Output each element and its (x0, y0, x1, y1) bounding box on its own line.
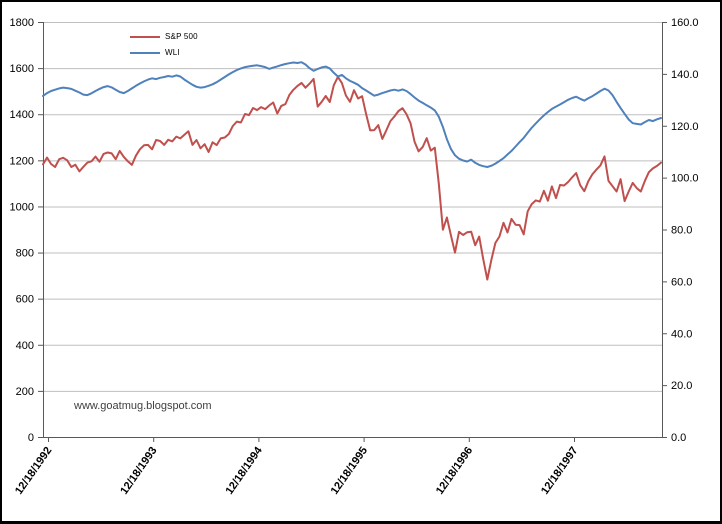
svg-text:80.0: 80.0 (671, 225, 692, 237)
legend-label-sp500: S&P 500 (165, 32, 198, 41)
legend: S&P 500 WLI (130, 32, 198, 57)
svg-text:0: 0 (28, 432, 34, 444)
right-axis-tick-labels: 160.0 140.0 120.0 100.0 80.0 60.0 40.0 20.0 0.0 (671, 17, 699, 444)
svg-text:120.0: 120.0 (671, 121, 699, 133)
svg-text:1600: 1600 (10, 63, 34, 75)
legend-label-wli: WLI (165, 48, 180, 57)
svg-text:12/18/1996: 12/18/1996 (434, 445, 475, 497)
svg-text:140.0: 140.0 (671, 69, 699, 81)
svg-text:1400: 1400 (10, 109, 34, 121)
svg-text:600: 600 (16, 294, 34, 306)
watermark-text: www.goatmug.blogspot.com (74, 400, 212, 412)
svg-text:200: 200 (16, 386, 34, 398)
svg-text:800: 800 (16, 248, 34, 260)
gridlines (43, 22, 662, 392)
svg-text:12/18/1993: 12/18/1993 (118, 445, 159, 497)
legend-item-wli: WLI (130, 48, 198, 57)
svg-text:12/18/1997: 12/18/1997 (539, 445, 580, 497)
svg-text:1200: 1200 (10, 155, 34, 167)
legend-line-swatch-wli (130, 51, 160, 54)
svg-text:20.0: 20.0 (671, 380, 692, 392)
svg-text:400: 400 (16, 340, 34, 352)
svg-text:12/18/1995: 12/18/1995 (329, 445, 370, 497)
svg-text:0.0: 0.0 (671, 432, 686, 444)
legend-line-swatch-sp500 (130, 35, 160, 38)
series-line-sp500 (42, 75, 662, 281)
svg-text:1800: 1800 (10, 17, 34, 29)
svg-text:160.0: 160.0 (671, 17, 699, 29)
svg-text:12/18/1994: 12/18/1994 (223, 444, 265, 497)
svg-text:100.0: 100.0 (671, 173, 699, 185)
series-line-wli (42, 61, 662, 168)
left-axis-tick-labels: 1800 1600 1400 1200 1000 800 600 400 200 0 (10, 17, 34, 444)
svg-text:12/18/1992: 12/18/1992 (13, 445, 54, 497)
svg-text:60.0: 60.0 (671, 276, 692, 288)
svg-text:1000: 1000 (10, 201, 34, 213)
axes (38, 22, 667, 442)
x-axis-tick-labels: 12/18/1992 12/18/1993 12/18/1994 12/18/1995… (13, 444, 580, 497)
legend-item-sp500: S&P 500 (130, 32, 198, 41)
svg-text:40.0: 40.0 (671, 328, 692, 340)
